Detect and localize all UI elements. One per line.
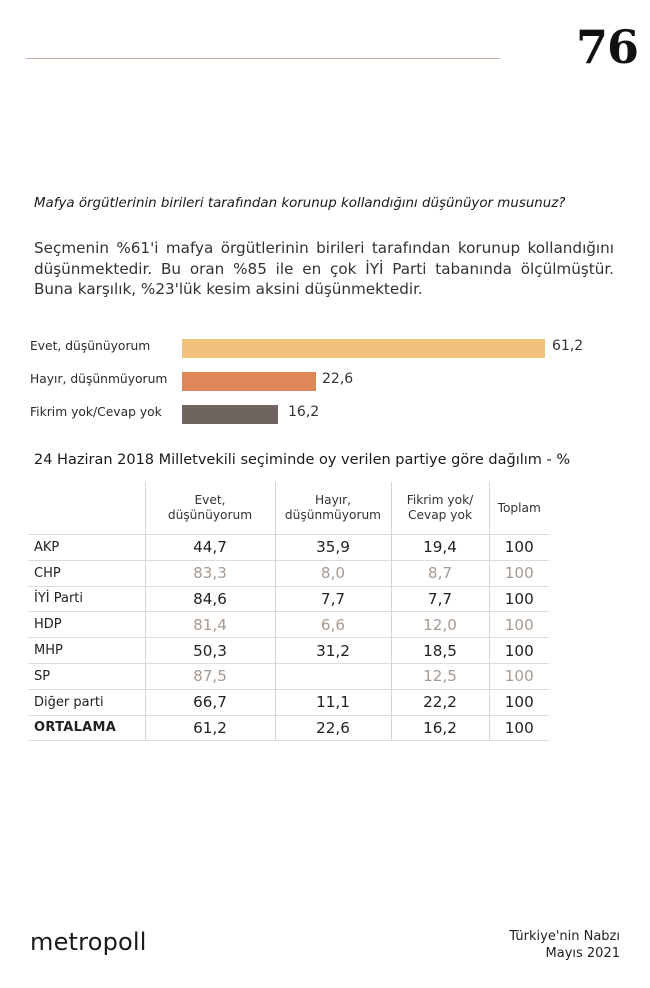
party-name: Diğer parti <box>28 688 145 716</box>
table-row: CHP 83,3 8,0 8,7 100 <box>28 559 549 587</box>
bar-value: 61,2 <box>552 338 584 354</box>
party-name: ORTALAMA <box>28 714 145 742</box>
cell-toplam: 100 <box>488 662 549 690</box>
cell-toplam: 100 <box>488 714 549 742</box>
cell-toplam: 100 <box>488 585 549 612</box>
bar-hayir <box>182 372 316 391</box>
cell-evet: 81,4 <box>144 611 275 638</box>
table-header-row: Evet, düşünüyorum Hayır, düşünmüyorum Fikr… <box>28 482 549 535</box>
summary-paragraph: Seçmenin %61'i mafya örgütlerinin birile… <box>34 239 614 298</box>
cell-fikrim: 12,0 <box>390 611 489 638</box>
cell-fikrim: 16,2 <box>390 714 489 742</box>
party-name: CHP <box>28 559 145 587</box>
party-breakdown-table: Evet, düşünüyorum Hayır, düşünmüyorum Fikr… <box>28 482 549 742</box>
cell-evet: 61,2 <box>144 714 275 742</box>
bar-row-hayir: Hayır, düşünmüyorum 22,6 <box>0 371 650 391</box>
cell-fikrim: 7,7 <box>390 585 489 612</box>
party-name: MHP <box>28 637 145 664</box>
party-name: İYİ Parti <box>28 585 145 612</box>
cell-fikrim: 19,4 <box>390 534 489 561</box>
cell-fikrim: 22,2 <box>390 688 489 716</box>
metropoll-logo: metropoll <box>30 928 147 956</box>
cell-hayir: 22,6 <box>274 714 391 742</box>
table-row: AKP 44,7 35,9 19,4 100 <box>28 534 549 561</box>
table-row: MHP 50,3 31,2 18,5 100 <box>28 637 549 664</box>
page-number: 76 <box>575 20 639 74</box>
cell-evet: 44,7 <box>144 534 275 561</box>
survey-question: Mafya örgütlerinin birileri tarafından k… <box>34 196 566 211</box>
party-name: HDP <box>28 611 145 638</box>
bar-label: Hayır, düşünmüyorum <box>30 372 168 386</box>
bar-value: 16,2 <box>288 404 320 420</box>
cell-fikrim: 8,7 <box>390 559 489 587</box>
header-hayir: Hayır, düşünmüyorum <box>274 482 391 535</box>
publication-date: Mayıs 2021 <box>545 946 620 961</box>
cell-toplam: 100 <box>488 611 549 638</box>
cell-evet: 83,3 <box>144 559 275 587</box>
bar-row-fikrim-yok: Fikrim yok/Cevap yok 16,2 <box>0 404 650 424</box>
cell-hayir <box>274 662 391 690</box>
cell-hayir: 8,0 <box>274 559 391 587</box>
table-row-average: ORTALAMA 61,2 22,6 16,2 100 <box>28 714 549 742</box>
cell-toplam: 100 <box>488 559 549 587</box>
table-row: Diğer parti 66,7 11,1 22,2 100 <box>28 688 549 716</box>
bar-row-evet: Evet, düşünüyorum 61,2 <box>0 338 650 358</box>
party-name: SP <box>28 662 145 690</box>
cell-evet: 87,5 <box>144 662 275 690</box>
header-evet: Evet, düşünüyorum <box>144 482 275 535</box>
cell-evet: 66,7 <box>144 688 275 716</box>
bar-fikrim-yok <box>182 405 278 424</box>
cell-hayir: 7,7 <box>274 585 391 612</box>
party-name: AKP <box>28 534 145 561</box>
cell-hayir: 35,9 <box>274 534 391 561</box>
cell-toplam: 100 <box>488 688 549 716</box>
cell-hayir: 11,1 <box>274 688 391 716</box>
footer-publication: Türkiye'nin Nabzı Mayıs 2021 <box>509 928 620 962</box>
cell-fikrim: 18,5 <box>390 637 489 664</box>
bar-label: Fikrim yok/Cevap yok <box>30 405 162 419</box>
table-row: HDP 81,4 6,6 12,0 100 <box>28 611 549 638</box>
cell-evet: 84,6 <box>144 585 275 612</box>
header-toplam: Toplam <box>488 482 549 535</box>
bar-value: 22,6 <box>322 371 354 387</box>
cell-hayir: 31,2 <box>274 637 391 664</box>
header-rule <box>26 58 500 59</box>
publication-name: Türkiye'nin Nabzı <box>509 929 620 944</box>
cell-evet: 50,3 <box>144 637 275 664</box>
bar-evet <box>182 339 545 358</box>
cell-toplam: 100 <box>488 534 549 561</box>
header-party <box>28 482 145 535</box>
table-title: 24 Haziran 2018 Milletvekili seçiminde o… <box>34 452 571 468</box>
cell-toplam: 100 <box>488 637 549 664</box>
header-fikrim-yok: Fikrim yok/Cevap yok <box>390 482 489 535</box>
bar-label: Evet, düşünüyorum <box>30 339 151 353</box>
cell-fikrim: 12,5 <box>390 662 489 690</box>
table-row: İYİ Parti 84,6 7,7 7,7 100 <box>28 585 549 612</box>
cell-hayir: 6,6 <box>274 611 391 638</box>
table-row: SP 87,5 12,5 100 <box>28 662 549 690</box>
